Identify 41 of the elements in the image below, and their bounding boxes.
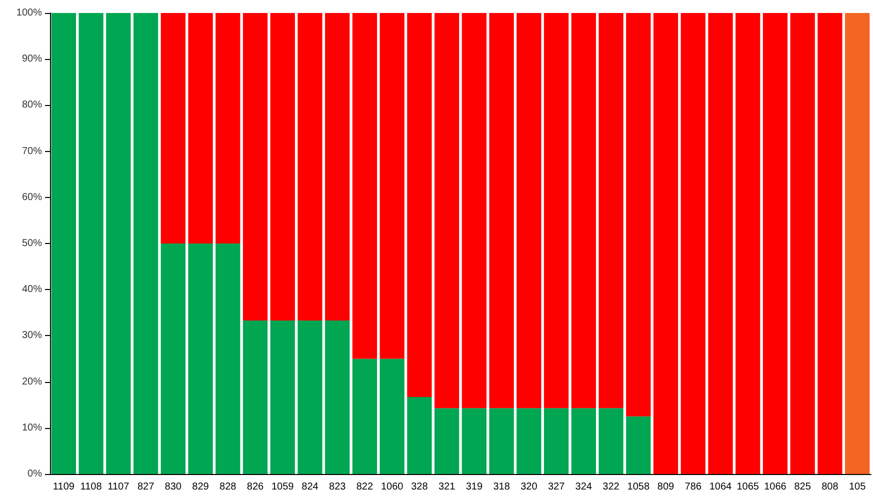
x-tick-label: 809 — [657, 482, 675, 492]
y-tick-label: 20% — [22, 376, 42, 388]
y-tick-label: 10% — [22, 422, 42, 434]
x-tick-label: 1066 — [764, 482, 787, 492]
y-tick-label: 0% — [28, 468, 42, 480]
x-tick-label: 1059 — [271, 482, 294, 492]
x-tick-label: 827 — [137, 482, 155, 492]
x-tick-label: 824 — [302, 482, 319, 492]
y-tick-label: 70% — [22, 146, 42, 157]
x-tick-label: 1108 — [80, 482, 102, 492]
x-tick-label: 1109 — [52, 482, 75, 492]
x-tick-label: 828 — [220, 482, 237, 492]
x-tick-label: 321 — [438, 482, 456, 492]
x-tick-label: 823 — [329, 482, 346, 492]
x-tick-label: 825 — [794, 482, 812, 492]
x-tick-label: 319 — [466, 482, 483, 492]
x-tick-label: 1060 — [380, 482, 404, 492]
x-tick-label: 327 — [548, 482, 566, 492]
x-tick-label: 105 — [848, 482, 866, 492]
x-tick-label: 320 — [520, 482, 538, 492]
x-tick-label: 1064 — [709, 482, 732, 492]
x-tick-label: 808 — [822, 482, 839, 492]
x-tick-label: 324 — [575, 482, 592, 492]
x-tick-label: 829 — [192, 482, 210, 492]
x-tick-label: 1058 — [627, 482, 650, 492]
x-tick-label: 322 — [602, 482, 620, 492]
y-tick-label: 30% — [22, 330, 42, 342]
x-tick-label: 822 — [356, 482, 374, 492]
y-tick-label: 50% — [22, 238, 42, 249]
x-tick-label: 318 — [493, 482, 510, 492]
x-tick-label: 1107 — [108, 482, 130, 492]
x-tick-label: 826 — [246, 482, 264, 492]
y-tick-label: 80% — [22, 100, 42, 111]
y-tick-label: 60% — [22, 192, 42, 203]
x-tick-label: 1065 — [736, 482, 760, 492]
y-tick-label: 100% — [16, 8, 42, 18]
y-tick-label: 40% — [22, 284, 42, 296]
x-tick-label: 328 — [411, 482, 428, 492]
y-tick-label: 90% — [22, 54, 42, 65]
x-tick-label: 786 — [684, 482, 702, 492]
x-tick-label: 830 — [164, 482, 182, 492]
